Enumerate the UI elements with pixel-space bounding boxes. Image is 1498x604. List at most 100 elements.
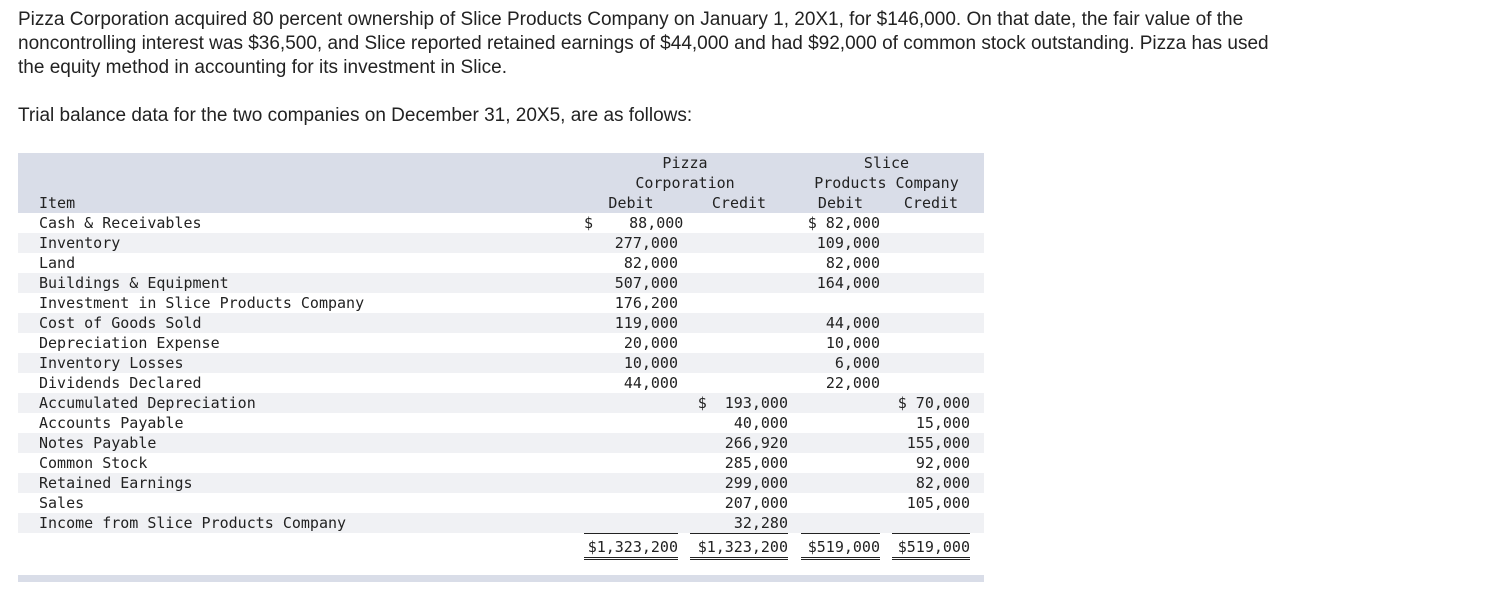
slice-debit-value	[801, 513, 880, 534]
item-label: Income from Slice Products Company	[39, 514, 347, 532]
slice-debit-value: 6,000	[834, 354, 880, 372]
pizza-credit-value	[690, 273, 788, 293]
table-row: Cost of Goods Sold 119,000 44,000	[18, 313, 984, 333]
table-row: Sales 207,000 105,000	[18, 493, 984, 513]
pizza-debit-value	[584, 413, 678, 433]
table-row: Income from Slice Products Company 32,280	[18, 513, 984, 534]
item-label: Investment in Slice Products Company	[39, 294, 365, 312]
pizza-credit-value: 299,000	[724, 474, 788, 492]
header-row-3: Item Debit Credit Debit Credit	[18, 193, 984, 213]
item-label: Cost of Goods Sold	[39, 314, 202, 332]
pizza-credit-value	[690, 213, 788, 233]
pizza-debit-value	[584, 513, 678, 534]
slice-credit-value	[892, 213, 970, 233]
pizza-debit-value	[584, 393, 678, 413]
table-row: Notes Payable 266,920 155,000	[18, 433, 984, 453]
pizza-debit-value: 82,000	[623, 254, 678, 272]
pizza-header-line1: Pizza	[662, 154, 708, 172]
slice-credit-value	[892, 253, 970, 273]
item-label: Inventory	[39, 234, 121, 252]
pizza-credit-value	[690, 293, 788, 313]
pizza-credit-value: 32,280	[690, 513, 788, 534]
slice-credit-value	[892, 233, 970, 253]
pizza-debit-value: 507,000	[614, 274, 678, 292]
pizza-debit-total: $1,323,200	[584, 537, 678, 560]
table-row: Common Stock 285,000 92,000	[18, 453, 984, 473]
table-row: Retained Earnings 299,000 82,000	[18, 473, 984, 493]
table-row: Investment in Slice Products Company 176,…	[18, 293, 984, 313]
slice-debit-value	[801, 413, 880, 433]
item-label: Accumulated Depreciation	[39, 394, 256, 412]
pizza-debit-value	[584, 453, 678, 473]
totals-row: $1,323,200 $1,323,200 $519,000 $519,000	[18, 533, 984, 560]
slice-debit-value: 22,000	[825, 374, 880, 392]
pizza-credit-value	[690, 333, 788, 353]
pizza-debit-value: 20,000	[623, 334, 678, 352]
slice-debit-value	[801, 293, 880, 313]
pizza-credit-value: $ 193,000	[697, 394, 788, 412]
trial-balance-table: Pizza Slice Corporation Products Company…	[18, 153, 984, 560]
item-label: Cash & Receivables	[39, 214, 202, 232]
table-row: Buildings & Equipment 507,000 164,000	[18, 273, 984, 293]
header-row-1: Pizza Slice	[18, 153, 984, 173]
item-column-header: Item	[39, 194, 76, 212]
pizza-credit-value	[690, 313, 788, 333]
slice-debit-value	[801, 493, 880, 513]
pizza-debit-value: 176,200	[614, 294, 678, 312]
slice-credit-value	[892, 313, 970, 333]
slice-debit-value: 10,000	[825, 334, 880, 352]
table-row: Accumulated Depreciation $ 193,000 $ 70,00…	[18, 393, 984, 413]
slice-credit-value	[892, 273, 970, 293]
slice-credit-header: Credit	[903, 194, 959, 212]
pizza-credit-value: 266,920	[724, 434, 788, 452]
slice-credit-value: 105,000	[906, 494, 970, 512]
slice-debit-value	[801, 433, 880, 453]
slice-credit-value	[892, 293, 970, 313]
slice-debit-value: 109,000	[816, 234, 880, 252]
slice-debit-value: 44,000	[825, 314, 880, 332]
pizza-debit-value: 119,000	[614, 314, 678, 332]
slice-credit-total: $519,000	[892, 537, 970, 560]
pizza-header-line2: Corporation	[581, 173, 789, 194]
slice-credit-value: 155,000	[906, 434, 970, 452]
pizza-credit-total: $1,323,200	[690, 537, 788, 560]
pizza-credit-value	[690, 373, 788, 393]
slice-credit-value	[892, 513, 970, 534]
table-bottom-bar	[18, 575, 984, 582]
pizza-credit-value	[690, 353, 788, 373]
item-label: Land	[39, 254, 76, 272]
slice-credit-value: 82,000	[915, 474, 970, 492]
pizza-debit-value	[584, 473, 678, 493]
pizza-debit-value: 277,000	[614, 234, 678, 252]
pizza-credit-value	[690, 253, 788, 273]
table-row: Inventory Losses 10,000 6,000	[18, 353, 984, 373]
pizza-credit-value: 207,000	[724, 494, 788, 512]
pizza-debit-value: $ 88,000	[584, 214, 684, 232]
pizza-credit-value: 40,000	[733, 414, 788, 432]
slice-header-line2: Products Company	[804, 173, 969, 194]
slice-debit-value	[801, 473, 880, 493]
item-label: Depreciation Expense	[39, 334, 220, 352]
table-row: Accounts Payable 40,000 15,000	[18, 413, 984, 433]
slice-debit-header: Debit	[817, 194, 864, 212]
pizza-credit-value: 285,000	[724, 454, 788, 472]
item-label: Dividends Declared	[39, 374, 202, 392]
table-row: Dividends Declared 44,000 22,000	[18, 373, 984, 393]
pizza-debit-value	[584, 433, 678, 453]
slice-credit-value: 92,000	[915, 454, 970, 472]
problem-intro: Pizza Corporation acquired 80 percent ow…	[18, 9, 1269, 78]
slice-credit-value	[892, 333, 970, 353]
slice-credit-value	[892, 373, 970, 393]
slice-debit-value: $ 82,000	[807, 214, 880, 232]
table-row: Cash & Receivables $ 88,000 $ 82,000	[18, 213, 984, 233]
slice-credit-value	[892, 353, 970, 373]
pizza-debit-value: 44,000	[623, 374, 678, 392]
item-label: Notes Payable	[39, 434, 157, 452]
pizza-credit-header: Credit	[711, 194, 767, 212]
slice-debit-total: $519,000	[801, 537, 880, 560]
pizza-debit-header: Debit	[608, 194, 654, 212]
item-label: Accounts Payable	[39, 414, 184, 432]
table-row: Depreciation Expense 20,000 10,000	[18, 333, 984, 353]
table-row: Land 82,000 82,000	[18, 253, 984, 273]
slice-credit-value: $ 70,000	[897, 394, 970, 412]
